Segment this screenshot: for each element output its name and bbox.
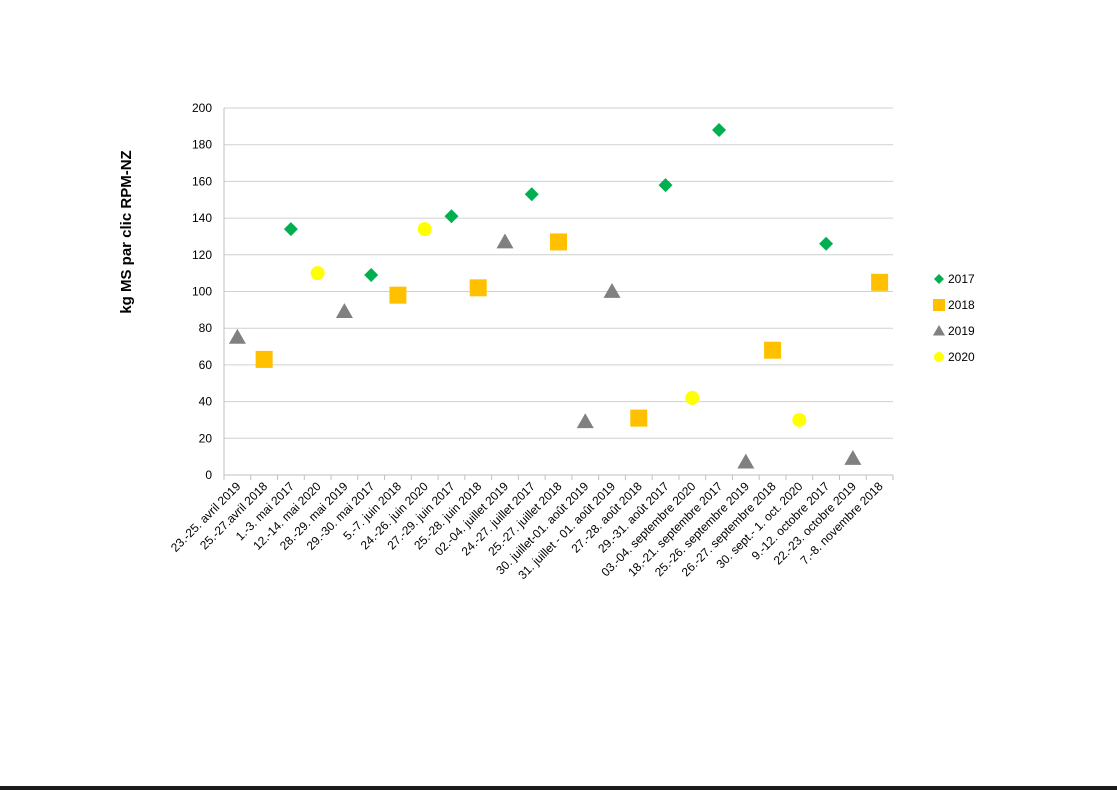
legend-label: 2020 (948, 350, 975, 364)
data-point-2020 (792, 412, 807, 427)
data-point-2019 (335, 303, 353, 319)
data-point-2017 (658, 178, 673, 193)
legend-label: 2019 (948, 324, 975, 338)
data-point-2018 (550, 233, 567, 251)
y-axis-ticks: 0 20 40 60 80 100 120 140 160 180 200 (192, 101, 212, 482)
legend-marker-2020 (934, 352, 944, 362)
y-tick-label: 160 (192, 174, 212, 188)
data-point-2019 (603, 283, 621, 298)
y-tick-label: 0 (205, 468, 212, 482)
data-point-2017 (819, 236, 834, 251)
data-point-2018 (630, 409, 648, 427)
y-axis-label: kg MS par clic RPM-NZ (118, 150, 135, 313)
legend-label: 2017 (948, 272, 975, 286)
data-point-2020 (310, 266, 325, 281)
data-point-2018 (389, 286, 407, 304)
data-point-2019 (844, 449, 862, 465)
y-tick-label: 40 (199, 395, 213, 409)
data-points (228, 123, 889, 469)
data-point-2018 (764, 341, 782, 359)
data-point-2017 (712, 123, 727, 138)
y-tick-label: 120 (192, 248, 212, 262)
gridlines (223, 107, 893, 476)
y-tick-label: 60 (199, 358, 213, 372)
data-point-2020 (417, 222, 432, 237)
data-point-2018 (469, 279, 487, 297)
data-point-2018 (871, 273, 889, 291)
data-point-2017 (283, 222, 298, 237)
data-point-2020 (685, 390, 700, 405)
y-tick-label: 200 (192, 101, 212, 115)
data-point-2019 (228, 328, 246, 344)
y-tick-label: 20 (199, 431, 213, 445)
data-point-2017 (444, 209, 459, 224)
data-point-2017 (524, 187, 539, 202)
legend-marker-2019 (933, 325, 945, 336)
data-point-2019 (496, 233, 514, 249)
legend-label: 2018 (948, 298, 975, 312)
y-tick-label: 100 (192, 285, 212, 299)
legend-marker-2018 (933, 299, 945, 311)
legend: 2017 2018 2019 2020 (933, 272, 975, 364)
bottom-divider (0, 786, 1117, 790)
y-tick-label: 80 (199, 321, 213, 335)
data-point-2019 (737, 453, 755, 469)
legend-marker-2017 (934, 274, 944, 284)
y-tick-label: 140 (192, 211, 212, 225)
data-point-2017 (364, 267, 379, 282)
data-point-2018 (255, 350, 273, 368)
y-tick-label: 180 (192, 138, 212, 152)
data-point-2019 (576, 413, 594, 429)
